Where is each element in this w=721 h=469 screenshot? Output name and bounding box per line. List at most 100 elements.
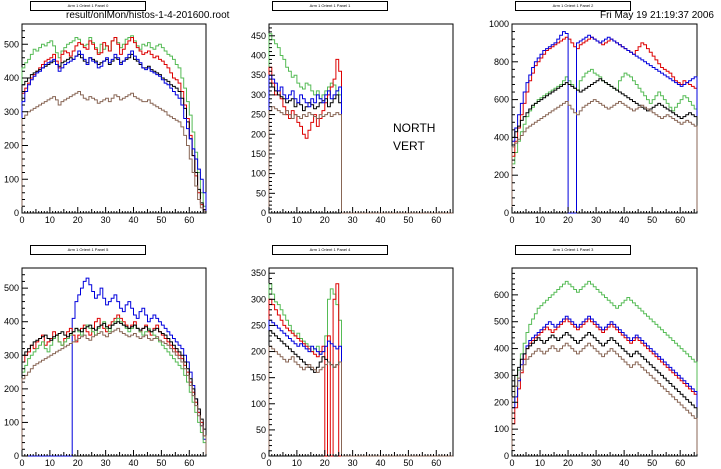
series-green — [511, 68, 698, 213]
annotation-north: NORTH — [393, 121, 436, 135]
series-blue — [21, 50, 207, 213]
y-tick-label: 200 — [4, 384, 19, 394]
y-tick-label: 300 — [494, 370, 509, 380]
y-tick-label: 400 — [494, 344, 509, 354]
y-tick-label: 200 — [4, 141, 19, 151]
x-tick-label: 10 — [45, 458, 55, 468]
x-tick-label: 0 — [509, 215, 514, 225]
series-red — [268, 283, 453, 457]
x-tick-label: 40 — [129, 458, 139, 468]
series-brown — [511, 99, 698, 213]
y-tick-label: 200 — [494, 170, 509, 180]
x-tick-label: 60 — [675, 215, 685, 225]
x-tick-label: 0 — [19, 215, 24, 225]
series-blue — [511, 31, 698, 214]
x-tick-label: 60 — [431, 215, 441, 225]
x-tick-label: 50 — [156, 458, 166, 468]
series-red — [511, 36, 698, 213]
series-green — [511, 280, 698, 456]
x-tick-label: 40 — [619, 458, 629, 468]
series-blue — [22, 277, 207, 457]
y-tick-label: 150 — [251, 373, 266, 383]
x-tick-label: 30 — [101, 458, 111, 468]
x-tick-label: 20 — [73, 458, 83, 468]
series-brown — [21, 327, 207, 456]
y-tick-label: 250 — [251, 320, 266, 330]
x-tick-label: 50 — [647, 458, 657, 468]
x-tick-label: 40 — [376, 458, 386, 468]
series-black — [511, 332, 698, 456]
plot-frame — [21, 23, 207, 214]
series-black — [21, 321, 207, 456]
y-tick-label: 0 — [14, 208, 19, 218]
y-tick-label: 300 — [4, 107, 19, 117]
series-green — [268, 283, 453, 457]
y-tick-label: 400 — [4, 317, 19, 327]
y-tick-label: 50 — [256, 188, 266, 198]
x-tick-label: 30 — [591, 458, 601, 468]
histogram-panel-0: 0 10 20 30 40 50 60 0 100 200 300 400 500 — [4, 23, 207, 225]
x-tick-label: 10 — [535, 458, 545, 468]
panel-title-0: Arm 1 Orient 1 Panel 0 — [30, 1, 146, 11]
x-tick-label: 10 — [45, 215, 55, 225]
series-blue — [268, 319, 453, 457]
x-tick-label: 30 — [348, 215, 358, 225]
y-tick-label: 400 — [494, 132, 509, 142]
y-tick-label: 100 — [251, 169, 266, 179]
y-tick-label: 1000 — [489, 19, 509, 29]
x-tick-label: 10 — [292, 215, 302, 225]
y-tick-label: 300 — [251, 294, 266, 304]
y-tick-label: 450 — [251, 31, 266, 41]
y-tick-label: 200 — [251, 347, 266, 357]
y-tick-label: 400 — [4, 73, 19, 83]
series-black — [268, 330, 453, 457]
x-tick-label: 20 — [320, 458, 330, 468]
series-red — [511, 318, 698, 456]
histogram-panel-1: 0 10 20 30 40 50 60 0 50 100 150 200 250 300 350 400 450 — [251, 23, 454, 225]
y-tick-label: 300 — [251, 90, 266, 100]
histogram-panel-4: 0 10 20 30 40 50 60 0 50 100 150 200 250 300 350 — [251, 267, 454, 468]
x-tick-label: 0 — [266, 458, 271, 468]
y-tick-label: 600 — [494, 290, 509, 300]
x-tick-label: 20 — [73, 215, 83, 225]
y-tick-label: 300 — [4, 350, 19, 360]
y-tick-label: 100 — [494, 424, 509, 434]
x-tick-label: 0 — [266, 215, 271, 225]
panel-title-2: Arm 1 Orient 1 Panel 2 — [515, 1, 631, 11]
y-tick-label: 150 — [251, 149, 266, 159]
y-tick-label: 100 — [251, 399, 266, 409]
series-red — [21, 37, 207, 213]
series-brown — [268, 106, 453, 214]
series-brown — [268, 345, 453, 457]
y-tick-label: 400 — [251, 51, 266, 61]
panel-title-3: Arm 1 Orient 1 Panel 3 — [515, 245, 631, 255]
x-tick-label: 50 — [403, 215, 413, 225]
y-tick-label: 200 — [494, 397, 509, 407]
x-tick-label: 20 — [563, 215, 573, 225]
series-blue — [268, 74, 453, 214]
annotation-vert: VERT — [393, 139, 425, 153]
y-tick-label: 250 — [251, 110, 266, 120]
x-tick-label: 0 — [509, 458, 514, 468]
x-tick-label: 30 — [101, 215, 111, 225]
y-tick-label: 600 — [494, 95, 509, 105]
x-tick-label: 20 — [563, 458, 573, 468]
y-tick-label: 500 — [4, 283, 19, 293]
panel-title-4: Arm 1 Orient 1 Panel 4 — [272, 245, 388, 255]
y-tick-label: 0 — [261, 451, 266, 461]
timestamp: Fri May 19 21:19:37 2006 — [600, 10, 714, 21]
y-tick-label: 500 — [494, 317, 509, 327]
histogram-panel-3: 0 10 20 30 40 50 60 0 100 200 300 400 500 — [4, 267, 207, 468]
panel-title-5: Arm 1 Orient 1 Panel 5 — [30, 245, 146, 255]
y-tick-label: 800 — [494, 57, 509, 67]
x-tick-label: 50 — [647, 215, 657, 225]
series-black — [21, 53, 207, 213]
y-tick-label: 0 — [14, 451, 19, 461]
panel-title-1: Arm 1 Orient 1 Panel 1 — [272, 1, 388, 11]
y-tick-label: 200 — [251, 129, 266, 139]
x-tick-label: 60 — [675, 458, 685, 468]
series-brown — [21, 91, 207, 213]
